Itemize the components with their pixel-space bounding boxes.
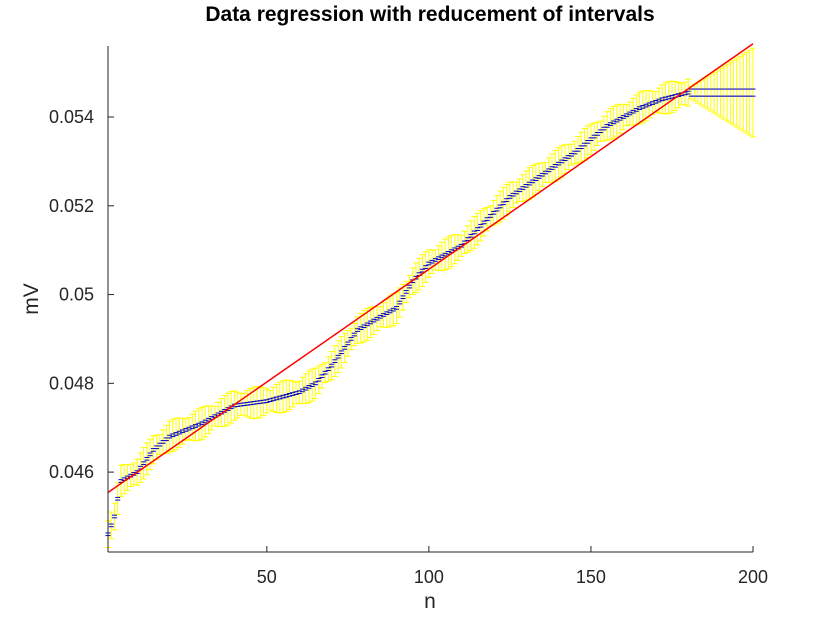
x-axis-label: n bbox=[424, 590, 436, 613]
data-layer bbox=[105, 43, 756, 549]
x-tick-label: 150 bbox=[576, 567, 606, 587]
chart-title: Data regression with reducement of inter… bbox=[205, 3, 654, 26]
ticks: 50 100 150 200 0.046 0.048 0.05 0.052 0.054 bbox=[49, 107, 768, 587]
x-tick-label: 100 bbox=[414, 567, 444, 587]
y-tick-label: 0.054 bbox=[49, 107, 94, 127]
error-bars bbox=[105, 47, 756, 549]
y-tick-label: 0.052 bbox=[49, 196, 94, 216]
regression-line bbox=[107, 43, 754, 494]
y-tick-label: 0.048 bbox=[49, 373, 94, 393]
y-tick-label: 0.046 bbox=[49, 462, 94, 482]
x-tick-label: 50 bbox=[257, 567, 277, 587]
x-tick-label: 200 bbox=[738, 567, 768, 587]
y-tick-label: 0.05 bbox=[59, 285, 94, 305]
y-axis-label: mV bbox=[20, 283, 43, 315]
data-points bbox=[105, 88, 756, 537]
axes bbox=[107, 46, 753, 553]
